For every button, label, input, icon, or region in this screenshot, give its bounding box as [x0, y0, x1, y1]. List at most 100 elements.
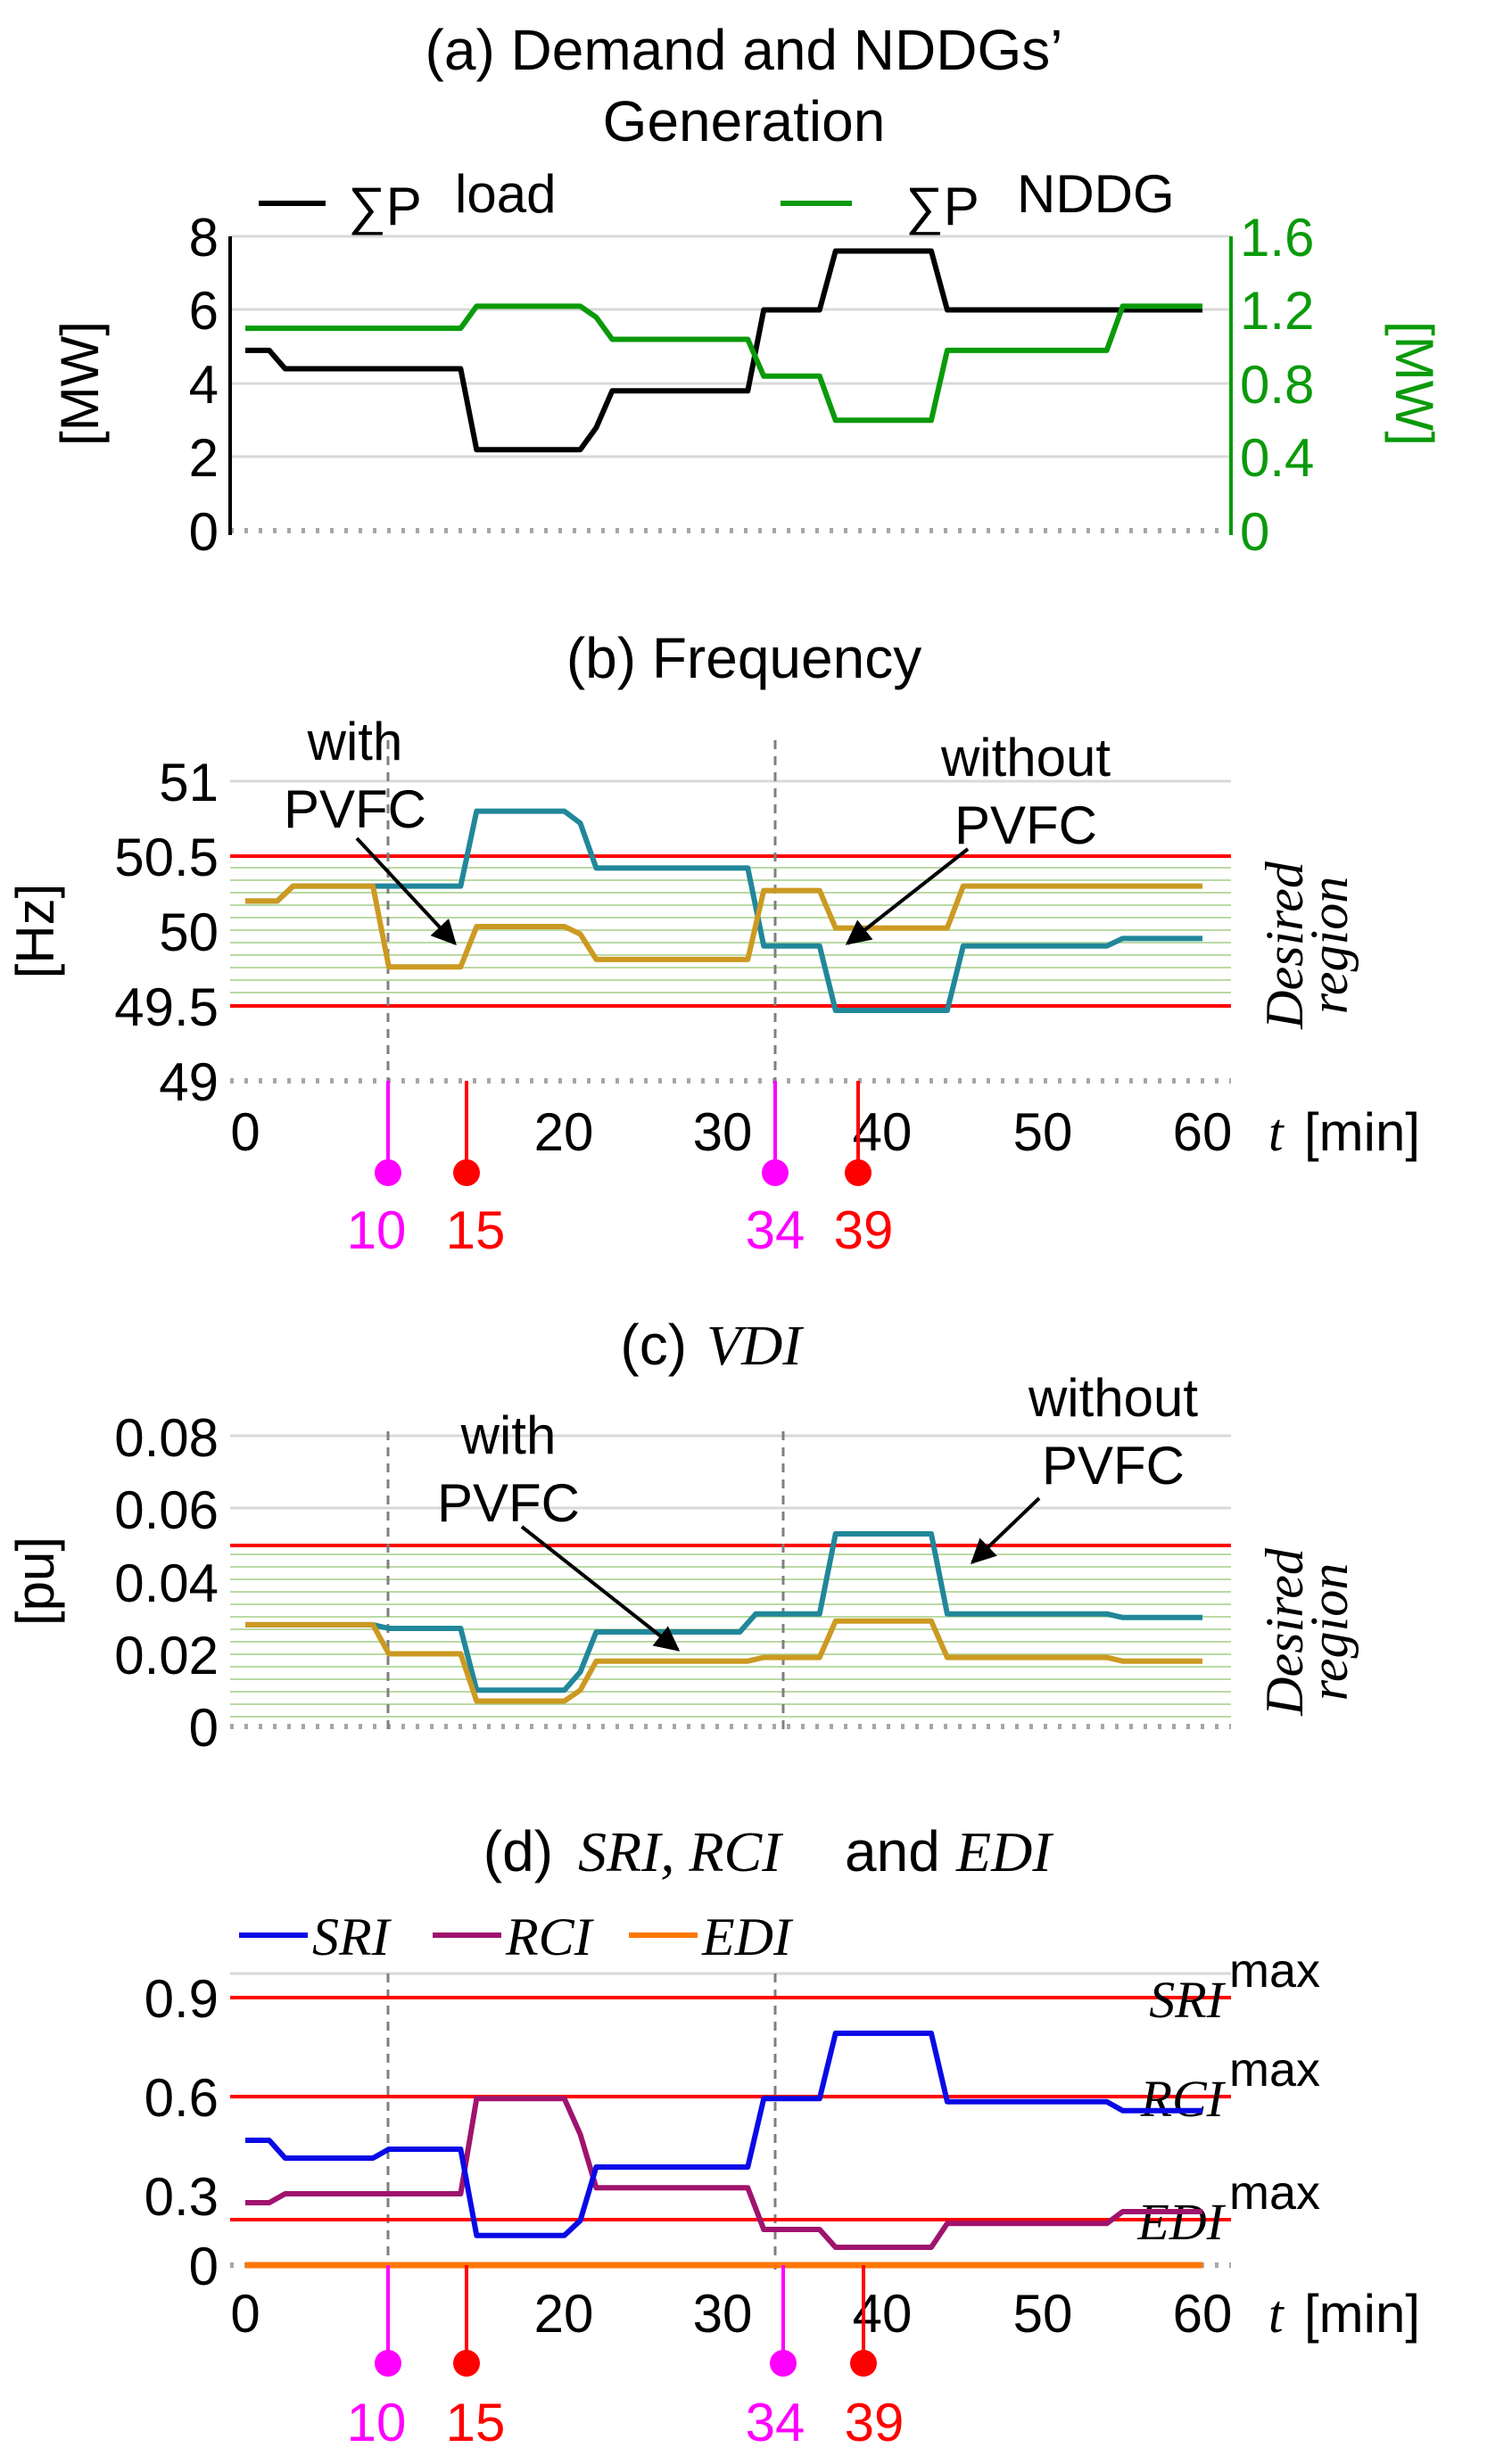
panel-c-title-var: VDI	[706, 1314, 804, 1377]
x-tick-label: 50	[1013, 2284, 1073, 2344]
series-line-with-pvfc	[245, 883, 1202, 970]
panel-d: (d) SRI, RCI and EDI SRI RCI EDI 0 0.3 0…	[145, 1819, 1420, 2452]
event-label: 10	[347, 1200, 407, 1260]
x-tick-label: 20	[534, 1102, 594, 1162]
annotation-with-arrow	[355, 836, 457, 946]
event-label: 39	[834, 1200, 894, 1260]
event-dot	[375, 2350, 401, 2377]
event-marker-39: 39	[845, 2265, 905, 2452]
max-label-edi-name: EDI	[1136, 2193, 1226, 2251]
series-line-without-pvfc	[245, 1531, 1202, 1693]
event-dot	[845, 1159, 872, 1186]
event-dot	[453, 1159, 480, 1186]
x-tick-label: 0	[230, 1102, 260, 1162]
event-label: 34	[746, 2393, 805, 2452]
annotation-without-line2: PVFC	[1042, 1436, 1185, 1496]
annotation-with-arrow	[520, 1525, 681, 1652]
annotation-without-line2: PVFC	[954, 795, 1097, 855]
panel-a: (a) Demand and NDDGs’ Generation ∑P load…	[50, 18, 1444, 562]
y-tick-label: 0.9	[145, 1969, 219, 2029]
x-tick-label: 40	[853, 1102, 913, 1162]
event-marker-34: 34	[746, 1081, 805, 1260]
event-dot	[850, 2350, 877, 2377]
series-line-rci	[245, 2096, 1202, 2250]
max-label-sri-name: SRI	[1149, 1971, 1226, 2029]
series-line-without-pvfc	[245, 808, 1202, 1013]
panel-b-y-label: [Hz]	[5, 884, 65, 979]
annotation-without-arrow	[970, 1496, 1041, 1564]
panel-d-title-last: EDI	[955, 1820, 1053, 1883]
x-tick-label: 40	[853, 2284, 913, 2344]
desired-region-label-line1: Desired	[1255, 861, 1314, 1030]
panel-d-title-and: and	[845, 1819, 940, 1883]
y-tick-label-right: 0	[1240, 502, 1269, 562]
x-tick-label: 20	[534, 2284, 594, 2344]
x-tick-label: 60	[1173, 1102, 1233, 1162]
y-tick-label-right: 0.8	[1240, 355, 1314, 415]
y-tick-label: 49	[159, 1052, 219, 1112]
panel-c-y-label: [pu]	[5, 1537, 65, 1626]
desired-region-band	[230, 1545, 1231, 1726]
series-line-with-pvfc	[245, 1618, 1202, 1704]
desired-region-label-line2: region	[1300, 877, 1359, 1014]
legend-label-load: load	[455, 164, 556, 224]
event-marker-10: 10	[347, 1081, 407, 1260]
legend-symbol-nddg: ∑P	[905, 177, 979, 236]
max-label-edi-sup: max	[1229, 2166, 1320, 2220]
annotation-without-line1: without	[1028, 1368, 1198, 1428]
y-tick-label-right: 1.2	[1240, 281, 1314, 341]
y-tick-label-right: 0.4	[1240, 428, 1314, 488]
panel-a-title-line1: (a) Demand and NDDGs’	[425, 18, 1063, 82]
max-label-sri-sup: max	[1229, 1944, 1320, 1998]
y-tick-label: 49.5	[114, 977, 219, 1037]
x-label-unit: [min]	[1304, 1102, 1420, 1162]
x-label-unit: [min]	[1304, 2284, 1420, 2344]
panel-c: (c) VDI 0 0.02 0.04 0.06 0.08 [pu] Desir…	[5, 1313, 1359, 1758]
y-tick-label: 51	[159, 753, 219, 812]
legend-label-sri: SRI	[312, 1908, 392, 1966]
y-tick-label: 50	[159, 902, 219, 962]
annotation-without-arrow	[845, 847, 970, 945]
y-tick-label: 2	[189, 428, 219, 488]
event-label: 15	[446, 2393, 506, 2452]
y-tick-label: 0.06	[114, 1480, 219, 1540]
panel-a-y-label-right: [MW]	[1384, 321, 1444, 446]
event-label: 39	[845, 2393, 905, 2452]
x-tick-label: 0	[230, 2284, 260, 2344]
event-dot	[453, 2350, 480, 2377]
panel-a-title-line2: Generation	[603, 89, 886, 153]
annotation-with-line1: with	[460, 1405, 557, 1465]
panel-b-title: (b) Frequency	[566, 626, 921, 690]
series-line-load	[245, 248, 1202, 453]
event-label: 34	[746, 1200, 805, 1260]
panel-a-y-label-left: [MW]	[50, 321, 110, 446]
annotation-with-line1: with	[307, 712, 403, 771]
x-tick-label: 60	[1173, 2284, 1233, 2344]
max-label-rci-sup: max	[1229, 2043, 1320, 2097]
event-marker-15: 15	[446, 1081, 506, 1260]
event-marker-10: 10	[347, 2265, 407, 2452]
y-tick-label-right: 1.6	[1240, 208, 1314, 268]
event-label: 15	[446, 1200, 506, 1260]
annotation-without-line1: without	[940, 728, 1111, 787]
series-line-nddg	[245, 303, 1202, 424]
legend-label-nddg: NDDG	[1017, 164, 1175, 224]
y-tick-label: 6	[189, 281, 219, 341]
panel-d-title-prefix: (d)	[483, 1819, 553, 1883]
x-label-var: t	[1268, 1103, 1285, 1162]
panel-c-title-prefix: (c)	[620, 1313, 687, 1377]
y-tick-label: 0.6	[145, 2068, 219, 2128]
x-tick-label: 30	[693, 2284, 753, 2344]
event-label: 10	[347, 2393, 407, 2452]
y-tick-label: 0.02	[114, 1626, 219, 1685]
y-tick-label: 0.08	[114, 1408, 219, 1468]
legend-label-edi: EDI	[701, 1908, 794, 1966]
panel-a-grid	[230, 235, 1231, 458]
y-tick-label: 0.04	[114, 1553, 219, 1613]
event-marker-39: 39	[834, 1081, 894, 1260]
x-tick-label: 30	[693, 1102, 753, 1162]
y-tick-label: 8	[189, 208, 219, 268]
legend-label-rci: RCI	[505, 1908, 595, 1966]
annotation-with-line2: PVFC	[284, 779, 426, 839]
